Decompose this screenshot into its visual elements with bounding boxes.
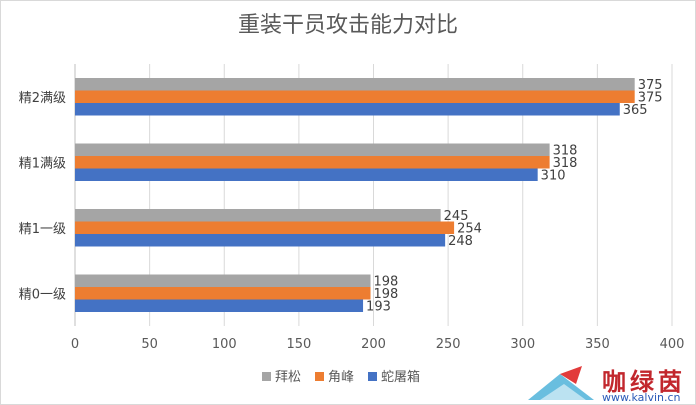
- data-label: 198: [374, 287, 399, 302]
- legend-entry: 角峰: [328, 370, 354, 385]
- watermark-url: www.kalvin.cn: [602, 391, 681, 404]
- bar: [75, 221, 455, 234]
- x-tick-label: 200: [361, 337, 386, 352]
- watermark-name: 咖绿茵: [602, 368, 686, 396]
- x-tick-label: 50: [141, 337, 158, 352]
- legend-swatch: [315, 372, 324, 381]
- bar: [75, 299, 364, 312]
- category-label: 精1满级: [19, 156, 66, 171]
- bar: [75, 209, 441, 222]
- x-tick-label: 350: [585, 337, 610, 352]
- data-label: 193: [366, 300, 391, 315]
- x-axis-ticks: 0 50 100 150 200 250 300 350 400: [71, 337, 685, 352]
- bar: [75, 143, 550, 156]
- bar: [75, 156, 550, 169]
- legend-swatch: [262, 372, 271, 381]
- bar: [75, 274, 371, 287]
- watermark: 咖绿茵 www.kalvin.cn: [520, 360, 696, 405]
- category-label: 精2满级: [19, 91, 66, 106]
- data-label: 198: [374, 275, 399, 290]
- data-label: 375: [638, 91, 663, 106]
- legend: 拜松 角峰 蛇屠箱: [262, 369, 420, 385]
- x-tick-label: 0: [71, 337, 79, 352]
- x-tick-label: 300: [510, 337, 535, 352]
- bars: [75, 78, 635, 312]
- data-label: 318: [553, 156, 578, 171]
- legend-entry: 拜松: [275, 370, 301, 385]
- data-label: 254: [457, 222, 482, 237]
- bar: [75, 78, 635, 91]
- data-label: 318: [553, 144, 578, 159]
- bar: [75, 90, 635, 103]
- bar: [75, 103, 620, 116]
- data-label: 365: [623, 103, 648, 118]
- legend-swatch: [368, 372, 377, 381]
- x-tick-label: 400: [660, 337, 685, 352]
- x-tick-label: 150: [286, 337, 311, 352]
- category-label: 精1一级: [19, 222, 66, 237]
- x-tick-label: 250: [436, 337, 461, 352]
- data-label: 248: [448, 234, 473, 249]
- chart-title: 重装干员攻击能力对比: [238, 13, 458, 38]
- data-label: 245: [444, 209, 469, 224]
- bar: [75, 287, 371, 300]
- data-label: 310: [541, 169, 566, 184]
- category-labels: 精0一级 精1一级 精1满级 精2满级: [19, 91, 66, 303]
- bar: [75, 234, 446, 247]
- legend-entry: 蛇屠箱: [381, 369, 420, 385]
- kalvin-logo-icon: [528, 366, 594, 400]
- bar: [75, 168, 538, 181]
- x-tick-label: 100: [212, 337, 237, 352]
- data-label: 375: [638, 78, 663, 93]
- category-label: 精0一级: [19, 287, 66, 302]
